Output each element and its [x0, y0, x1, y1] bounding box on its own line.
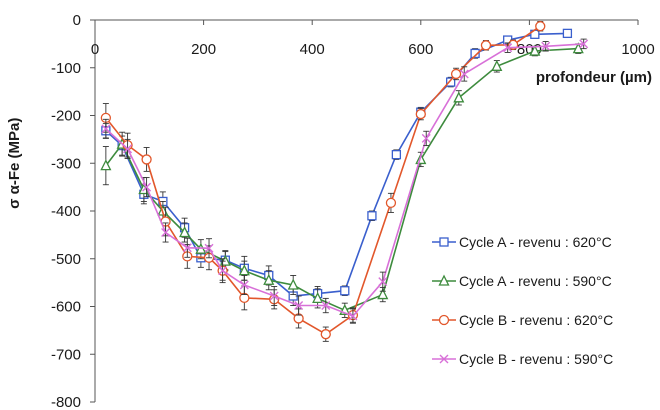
x-tick-label: 400 — [300, 41, 325, 58]
y-tick-label: -500 — [51, 251, 81, 268]
data-point — [529, 44, 541, 56]
data-point — [269, 291, 279, 301]
data-point — [101, 124, 111, 134]
x-tick-label: 600 — [408, 41, 433, 58]
data-point — [541, 41, 551, 51]
y-tick-label: -800 — [51, 394, 81, 410]
data-point — [123, 144, 133, 154]
data-point — [503, 43, 513, 53]
y-tick-label: -300 — [51, 155, 81, 172]
data-point — [446, 77, 456, 87]
legend-entry: Cycle B - revenu : 590°C — [432, 351, 613, 367]
y-tick-label: -600 — [51, 299, 81, 316]
legend: Cycle A - revenu : 620°C Cycle A - revenu… — [432, 234, 613, 367]
y-tick-label: 0 — [73, 12, 81, 29]
data-point — [204, 243, 214, 253]
data-point — [450, 68, 462, 80]
data-point — [182, 243, 192, 253]
y-tick-label: -700 — [51, 346, 81, 363]
legend-entry: Cycle A - revenu : 590°C — [432, 273, 612, 289]
data-point — [340, 286, 350, 296]
data-point — [415, 108, 426, 120]
legend-entry: Cycle B - revenu : 620°C — [432, 312, 613, 328]
data-point — [535, 21, 546, 32]
data-point — [312, 291, 324, 304]
legend-label: Cycle B - revenu : 620°C — [459, 312, 613, 328]
series-line — [105, 47, 579, 312]
data-point — [239, 280, 249, 290]
legend-marker — [438, 314, 450, 326]
series-line — [105, 43, 584, 318]
legend-marker — [438, 274, 450, 286]
data-point — [320, 329, 331, 340]
data-point — [385, 197, 397, 209]
x-tick-label: 0 — [91, 41, 99, 58]
y-axis-title: σ α-Fe (MPa) — [6, 118, 23, 209]
legend-marker — [439, 354, 449, 364]
data-point — [572, 42, 584, 54]
data-point — [459, 69, 469, 79]
legend-label: Cycle A - revenu : 590°C — [459, 273, 612, 289]
x-tick-label: 200 — [191, 41, 216, 58]
data-point — [219, 254, 231, 266]
legend-entry: Cycle A - revenu : 620°C — [432, 234, 612, 250]
data-point — [491, 59, 503, 71]
data-series — [100, 20, 589, 342]
data-point — [100, 159, 112, 171]
data-point — [480, 40, 492, 51]
data-point — [294, 301, 304, 311]
data-point — [391, 150, 402, 160]
series-group — [100, 42, 584, 318]
data-point — [470, 48, 480, 59]
data-point — [562, 28, 573, 39]
data-point — [238, 264, 250, 276]
data-point — [179, 226, 191, 238]
series-line — [105, 25, 541, 336]
series-group — [101, 38, 589, 324]
legend-label: Cycle A - revenu : 620°C — [459, 234, 612, 250]
x-tick-label: 1000 — [621, 41, 654, 58]
data-point — [141, 154, 152, 165]
data-point — [142, 182, 152, 192]
legend-label: Cycle B - revenu : 590°C — [459, 351, 613, 367]
y-tick-label: -200 — [51, 108, 81, 125]
data-point — [421, 133, 431, 143]
data-point — [579, 39, 589, 49]
data-point — [321, 301, 331, 311]
y-tick-label: -100 — [51, 60, 81, 77]
data-point — [218, 266, 228, 276]
legend-marker — [439, 237, 449, 247]
series-line — [105, 32, 568, 297]
data-point — [161, 227, 171, 237]
data-point — [377, 288, 389, 300]
data-point — [367, 211, 377, 221]
data-point — [348, 311, 358, 321]
data-point — [378, 277, 388, 287]
x-axis-title: profondeur (µm) — [536, 69, 652, 86]
data-point — [263, 273, 275, 285]
y-tick-label: -400 — [51, 203, 81, 220]
data-point — [287, 278, 299, 290]
data-point — [453, 91, 465, 103]
